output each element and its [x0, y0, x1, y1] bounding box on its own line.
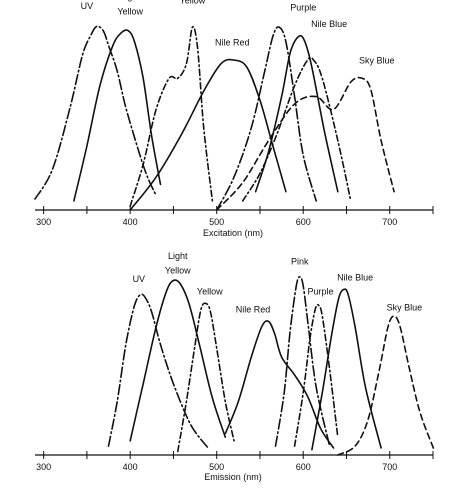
emission-panel: 300 400 500 600 700 Emission (nm) UV Light Yello…	[35, 251, 436, 482]
curve-label-yellow: Yellow	[180, 0, 206, 5]
x-tick-label-700: 700	[382, 462, 397, 472]
series-nile-red	[129, 58, 287, 211]
curve-label-light: Light	[120, 0, 140, 2]
series-pink	[215, 26, 317, 211]
x-tick-label-300: 300	[36, 462, 51, 472]
series-pink	[274, 276, 330, 447]
series-purple	[293, 303, 339, 447]
x-tick-label-500: 500	[209, 462, 224, 472]
curve-label-yellow: Yellow	[197, 287, 223, 297]
series-yellow	[177, 302, 235, 453]
x-tick-label-400: 400	[123, 217, 138, 227]
curve-label-nile-blue: Nile Blue	[337, 272, 373, 282]
series-nile-blue	[311, 288, 382, 451]
x-tick-label-400: 400	[123, 462, 138, 472]
curve-label-sky-blue: Sky Blue	[387, 303, 423, 313]
series-nile-blue	[241, 56, 352, 202]
x-tick-label-600: 600	[296, 217, 311, 227]
series-light-yellow	[129, 279, 227, 442]
series-yellow	[129, 25, 214, 208]
curve-label-purple: Purple	[308, 287, 334, 297]
curve-label-nile-red: Nile Red	[236, 305, 271, 315]
series-uv	[34, 25, 157, 200]
x-tick-label-300: 300	[36, 217, 51, 227]
series-sky-blue	[215, 76, 395, 211]
curve-label-sky-blue: Sky Blue	[359, 56, 395, 66]
curve-label-yellow: Yellow	[117, 6, 143, 16]
x-axis-label: Emission (nm)	[204, 472, 262, 482]
series-uv	[107, 293, 209, 449]
curve-label-nile-red: Nile Red	[215, 37, 250, 47]
curve-label-light: Light	[168, 251, 188, 261]
curve-label-purple: Purple	[290, 3, 316, 13]
excitation-panel: 300 400 500 600 700 Excitation (nm) UV Light Yel…	[34, 0, 434, 238]
x-axis-label: Excitation (nm)	[203, 228, 263, 238]
x-tick-label-500: 500	[209, 217, 224, 227]
curve-label-pink: Pink	[291, 256, 309, 266]
series-sky-blue	[337, 315, 436, 456]
curve-label-uv: UV	[133, 274, 146, 284]
curve-label-uv: UV	[81, 1, 94, 11]
curve-label-nile-blue: Nile Blue	[311, 19, 347, 29]
x-tick-label-600: 600	[296, 462, 311, 472]
series-nile-red	[224, 320, 335, 449]
x-tick-label-700: 700	[382, 217, 397, 227]
curve-label-yellow: Yellow	[165, 265, 191, 275]
series-light-yellow	[73, 29, 162, 202]
